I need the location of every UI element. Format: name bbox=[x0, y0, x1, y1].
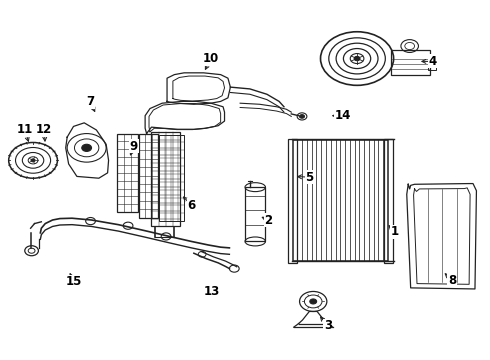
Bar bbox=[391, 50, 430, 75]
Circle shape bbox=[31, 159, 35, 162]
Circle shape bbox=[310, 299, 317, 304]
Bar bbox=[288, 139, 296, 263]
Text: 12: 12 bbox=[36, 123, 52, 136]
Bar bbox=[428, 59, 437, 70]
Text: 13: 13 bbox=[204, 285, 220, 298]
Text: 4: 4 bbox=[428, 55, 437, 68]
Bar bbox=[139, 134, 158, 217]
Text: 3: 3 bbox=[324, 319, 332, 332]
Text: 2: 2 bbox=[264, 213, 272, 226]
Text: 8: 8 bbox=[448, 274, 456, 287]
Bar bbox=[117, 134, 138, 212]
Text: 15: 15 bbox=[65, 275, 82, 288]
Text: 1: 1 bbox=[391, 225, 399, 238]
Text: 5: 5 bbox=[305, 171, 314, 184]
Text: 6: 6 bbox=[187, 198, 196, 212]
Circle shape bbox=[299, 114, 304, 118]
Bar bbox=[159, 135, 184, 221]
Bar bbox=[245, 187, 266, 242]
Bar bbox=[151, 132, 180, 226]
Text: 10: 10 bbox=[203, 52, 219, 65]
Circle shape bbox=[354, 57, 360, 61]
Bar bbox=[293, 140, 388, 261]
Bar bbox=[384, 139, 393, 263]
Text: 7: 7 bbox=[86, 95, 94, 108]
Text: 11: 11 bbox=[17, 123, 33, 136]
Text: 9: 9 bbox=[130, 140, 138, 153]
Text: 14: 14 bbox=[334, 109, 351, 122]
Circle shape bbox=[82, 144, 92, 152]
